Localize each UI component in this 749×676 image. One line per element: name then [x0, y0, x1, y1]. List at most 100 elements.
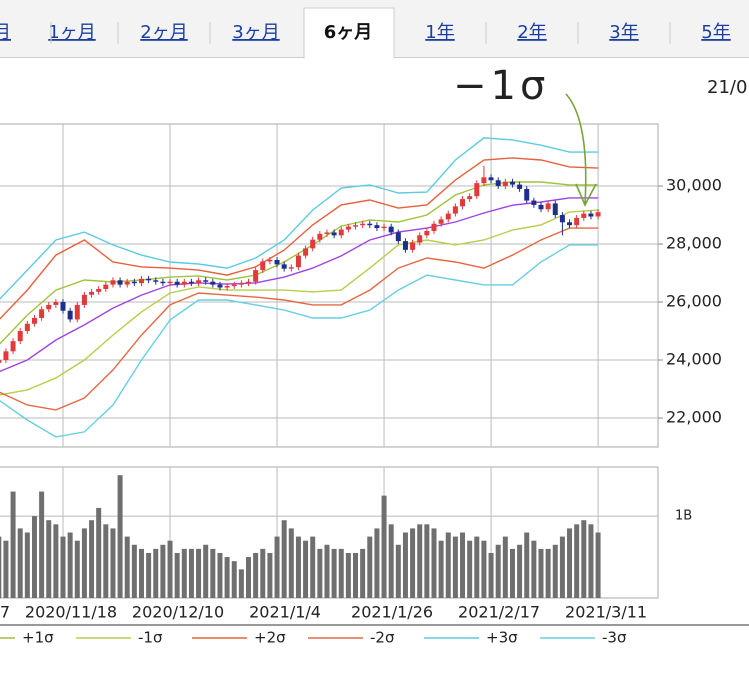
- candle-body: [245, 281, 251, 284]
- volume-bar: [552, 544, 558, 598]
- candle-body: [438, 219, 444, 224]
- candle-body: [160, 281, 166, 284]
- candle-body: [481, 177, 487, 184]
- legend-label: -2σ: [370, 629, 395, 647]
- volume-bar: [117, 475, 123, 598]
- candle-body: [417, 235, 423, 243]
- volume-bar: [74, 540, 80, 598]
- candle-body: [552, 203, 558, 216]
- volume-bar: [381, 495, 387, 598]
- tab[interactable]: 3年: [609, 22, 638, 43]
- y-tick-label: 1B: [675, 509, 692, 524]
- volume-bar: [317, 548, 323, 598]
- legend-label: +3σ: [486, 629, 518, 647]
- tab[interactable]: 1年: [425, 22, 454, 43]
- volume-bar: [174, 552, 180, 598]
- candle-body: [31, 317, 37, 324]
- candle-body: [310, 239, 316, 249]
- volume-bar: [46, 520, 52, 598]
- candle-body: [288, 267, 294, 269]
- volume-bar: [438, 540, 444, 598]
- candle-body: [231, 284, 237, 287]
- x-tick-label: 2021/1/26: [351, 603, 433, 622]
- volume-bar: [253, 552, 259, 598]
- candle-body: [567, 222, 573, 226]
- candle-body: [595, 212, 601, 217]
- candle-body: [395, 232, 401, 242]
- volume-bar: [545, 548, 551, 598]
- volume-bar: [167, 540, 173, 598]
- volume-bar: [410, 528, 416, 598]
- legend-label: -1σ: [138, 629, 163, 647]
- band-line: [0, 197, 599, 373]
- volume-bar: [124, 536, 130, 598]
- candle-body: [260, 261, 266, 271]
- candle-body: [353, 225, 359, 227]
- tab[interactable]: 6ヶ月: [324, 22, 373, 43]
- candle-body: [367, 223, 373, 226]
- y-tick-label: 22,000: [666, 408, 722, 427]
- candle-body: [467, 196, 473, 200]
- tab[interactable]: 2ヶ月: [140, 22, 187, 43]
- volume-bar: [3, 540, 9, 598]
- candle-body: [138, 278, 144, 284]
- volume-bar: [188, 548, 194, 598]
- candle-body: [345, 226, 351, 230]
- volume-bar: [81, 528, 87, 598]
- candle-body: [574, 217, 580, 226]
- candle-body: [153, 280, 159, 282]
- volume-bar: [67, 532, 73, 598]
- tab[interactable]: 2年: [517, 22, 546, 43]
- volume-bar: [588, 524, 594, 598]
- candle-body: [295, 255, 301, 268]
- candle-body: [10, 341, 16, 352]
- y-tick-label: 30,000: [666, 176, 722, 195]
- volume-bar: [24, 532, 30, 598]
- candle-body: [424, 230, 430, 236]
- volume-bar: [374, 528, 380, 598]
- volume-bar: [360, 548, 366, 598]
- y-tick-label: 28,000: [666, 234, 722, 253]
- annotation-arrow: [565, 93, 597, 207]
- x-tick-label: 2020/11/18: [25, 603, 117, 622]
- tab[interactable]: 1ヶ月: [48, 22, 95, 43]
- tab[interactable]: 3ヶ月: [232, 22, 279, 43]
- candle-body: [474, 183, 480, 197]
- volume-bar: [402, 532, 408, 598]
- candle-body: [17, 331, 23, 342]
- volume-bar: [353, 552, 359, 598]
- volume-bar: [460, 532, 466, 598]
- volume-bar: [217, 552, 223, 598]
- volume-bar: [574, 524, 580, 598]
- volume-bar: [224, 557, 230, 598]
- candle-body: [331, 232, 337, 236]
- volume-bar: [424, 524, 430, 598]
- volume-bar: [538, 548, 544, 598]
- volume-bar: [431, 528, 437, 598]
- candle-body: [96, 288, 102, 292]
- candle-body: [174, 281, 180, 285]
- band-line: [0, 227, 599, 411]
- volume-bar: [467, 540, 473, 598]
- x-tick-label: 2021/2/17: [458, 603, 540, 622]
- volume-bar: [388, 524, 394, 598]
- legend-label: +1σ: [22, 629, 54, 647]
- tab[interactable]: 月: [0, 22, 11, 43]
- tab[interactable]: 5年: [701, 22, 730, 43]
- candle-body: [224, 286, 230, 288]
- candle-body: [374, 225, 380, 229]
- candle-body: [89, 291, 95, 295]
- volume-bar: [531, 540, 537, 598]
- candle-body: [509, 181, 515, 185]
- volume-bar: [267, 552, 273, 598]
- volume-bar: [146, 552, 152, 598]
- volume-bar: [524, 532, 530, 598]
- candle-body: [317, 233, 323, 240]
- candle-body: [517, 184, 523, 189]
- volume-bar: [395, 544, 401, 598]
- candle-body: [410, 242, 416, 250]
- volume-bar: [160, 544, 166, 598]
- x-tick-label: 2021/3/11: [565, 603, 647, 622]
